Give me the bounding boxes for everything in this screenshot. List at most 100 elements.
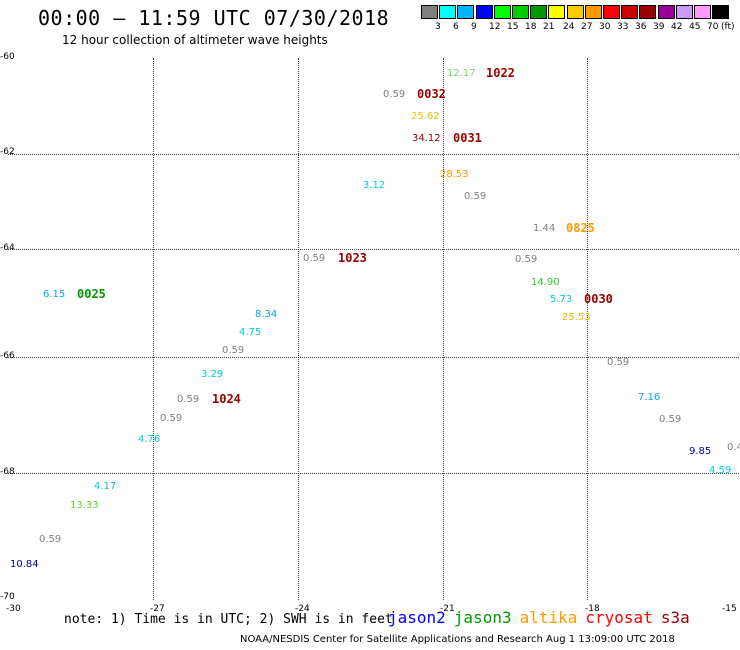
pass-time-label: 0030 (584, 292, 613, 306)
legend-swatch (657, 5, 675, 19)
wave-height-value: 14.90 (531, 277, 560, 288)
legend-tick-label: 21 (543, 22, 555, 32)
wave-height-value: 0.59 (160, 413, 183, 424)
map-plot-area (8, 58, 739, 600)
lon-gridline (443, 58, 444, 600)
lat-label: -68 (0, 467, 15, 477)
lat-gridline (8, 473, 739, 474)
wave-height-value: 0.59 (607, 357, 630, 368)
legend-swatch (566, 5, 584, 19)
wave-height-value: 12.17 (447, 68, 476, 79)
wave-height-value: 34.12 (412, 133, 441, 144)
legend-swatch (548, 5, 566, 19)
lon-label: -30 (6, 604, 21, 614)
legend-tick-label: 70 (707, 22, 719, 32)
legend-tick-label: 42 (671, 22, 683, 32)
mission-label: cryosat (585, 608, 653, 627)
wave-height-value: 4.76 (138, 434, 161, 445)
wave-height-value: 0.59 (303, 253, 326, 264)
mission-legend: jason2 jason3 altika cryosat s3a (388, 608, 698, 627)
map-title: 00:00 – 11:59 UTC 07/30/2018 (38, 6, 390, 30)
lat-label: -70 (0, 592, 15, 602)
lat-label: -66 (0, 351, 15, 361)
lon-label: -18 (585, 604, 600, 614)
mission-label: jason2 (388, 608, 446, 627)
lon-gridline (587, 58, 588, 600)
legend-tick-label: 3 (435, 22, 441, 32)
wave-height-value: 3.12 (363, 180, 386, 191)
legend-swatch (621, 5, 639, 19)
legend-swatch (712, 5, 730, 19)
wave-height-value: 9.85 (689, 446, 712, 457)
legend-tick-label: 24 (563, 22, 575, 32)
legend-swatch (475, 5, 493, 19)
wave-height-value: 28.53 (440, 169, 469, 180)
legend-tick-label: 15 (507, 22, 519, 32)
pass-time-label: 0032 (417, 87, 446, 101)
wave-height-value: 6.15 (43, 289, 66, 300)
legend-tick-label: 12 (489, 22, 501, 32)
mission-label: altika (519, 608, 578, 627)
wave-height-value: 0.59 (222, 345, 245, 356)
legend-tick-label: 45 (689, 22, 701, 32)
lon-label: -24 (295, 604, 310, 614)
legend-tick-label: 30 (599, 22, 611, 32)
wave-height-value: 0.59 (515, 254, 538, 265)
footer-credit: NOAA/NESDIS Center for Satellite Applica… (240, 634, 675, 645)
legend-swatch (530, 5, 548, 19)
footer-note: note: 1) Time is in UTC; 2) SWH is in fe… (64, 612, 393, 627)
wave-height-value: 25.53 (562, 312, 591, 323)
pass-time-label: 1022 (486, 66, 515, 80)
legend-tick-label: 33 (617, 22, 629, 32)
lon-label: -21 (440, 604, 455, 614)
wave-height-value: 10.84 (10, 559, 39, 570)
wave-height-value: 4.17 (94, 481, 117, 492)
pass-time-label: 0031 (453, 131, 482, 145)
pass-time-label: 0025 (77, 287, 106, 301)
wave-height-value: 3.29 (201, 369, 224, 380)
mission-label: s3a (660, 608, 690, 627)
legend-tick-label: 18 (525, 22, 537, 32)
lat-gridline (8, 154, 739, 155)
legend-swatch (493, 5, 511, 19)
lat-label: -64 (0, 243, 15, 253)
lon-label: -15 (722, 604, 737, 614)
wave-height-value: 13.33 (70, 500, 99, 511)
legend-swatch (603, 5, 620, 19)
wave-height-value: 4.59 (709, 465, 732, 476)
legend-swatch (584, 5, 602, 19)
legend-swatch (639, 5, 657, 19)
wave-height-value: 8.34 (255, 309, 278, 320)
lat-gridline (8, 249, 739, 250)
legend-tick-label: 6 (453, 22, 459, 32)
wave-height-value: 1.44 (533, 223, 556, 234)
lat-label: -60 (0, 52, 15, 62)
pass-time-label: 0825 (566, 221, 595, 235)
legend-tick-label: 9 (471, 22, 477, 32)
legend-tick-label: (ft) (721, 22, 735, 32)
wave-height-value: 0.59 (659, 414, 682, 425)
lat-gridline (8, 357, 739, 358)
legend-tick-label: 27 (581, 22, 593, 32)
wave-height-value: 5.73 (550, 294, 573, 305)
legend-swatch (457, 5, 475, 19)
mission-label: jason3 (453, 608, 512, 627)
wave-height-value: 0.59 (383, 89, 406, 100)
legend-swatch (439, 5, 457, 19)
lon-label: -27 (150, 604, 165, 614)
legend-tick-label: 36 (635, 22, 647, 32)
lon-gridline (298, 58, 299, 600)
lon-gridline (153, 58, 154, 600)
legend-swatch (512, 5, 529, 19)
wave-height-value: 0.59 (464, 191, 487, 202)
legend-swatch (694, 5, 711, 19)
legend-tick-label: 39 (653, 22, 665, 32)
wave-height-value: 7.16 (638, 392, 661, 403)
wave-height-value: 25.62 (411, 111, 440, 122)
lat-label: -62 (0, 147, 15, 157)
wave-height-value: 0.4 (727, 442, 740, 453)
legend-swatch (675, 5, 693, 19)
wave-height-value: 0.59 (177, 394, 200, 405)
wave-height-value: 4.75 (239, 327, 262, 338)
wave-height-value: 0.59 (39, 534, 62, 545)
